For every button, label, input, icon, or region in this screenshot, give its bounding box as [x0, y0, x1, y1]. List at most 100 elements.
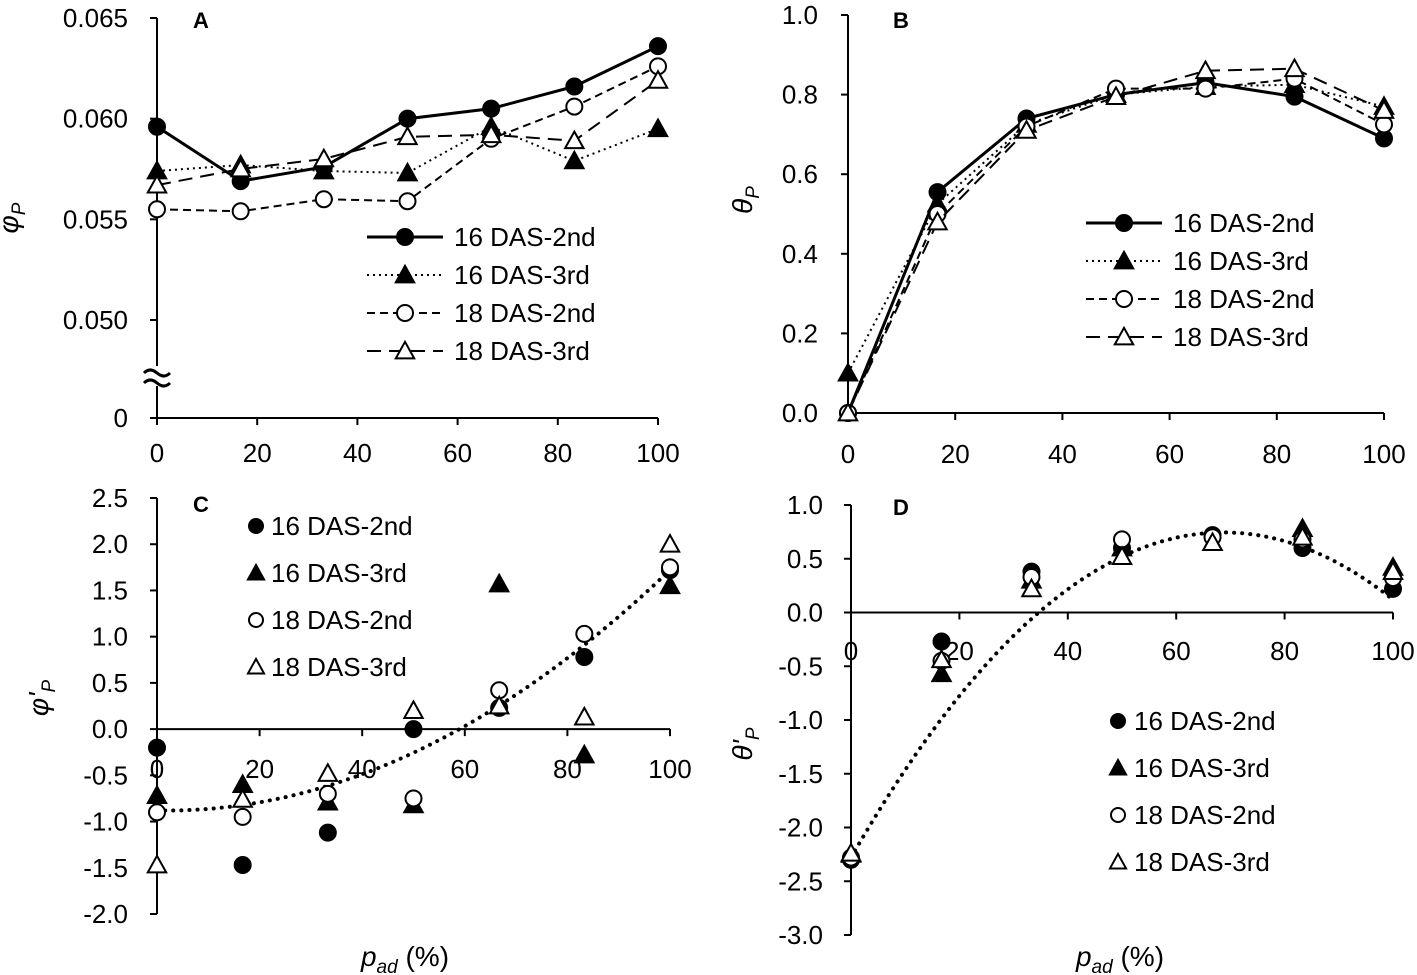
y-axis-label-sub: P: [9, 202, 30, 215]
x-tick-label: 20: [245, 754, 274, 784]
panel-letter: A: [193, 8, 209, 33]
axis-break-stroke: [142, 368, 172, 378]
legend-marker: [1108, 757, 1128, 776]
data-point: [661, 558, 679, 577]
data-point: [1194, 59, 1217, 80]
legend-label: 18 DAS-2nd: [454, 298, 596, 328]
y-tick-label: 0.065: [63, 3, 128, 33]
x-tick-label: 40: [1053, 636, 1082, 666]
y-tick-labels: -2.0 -1.5 -1.0 -0.5 0.0 0.5 1.0 1.5 2.0 2.5: [83, 483, 128, 929]
data-point: [146, 784, 168, 805]
data-point: [312, 159, 335, 180]
data-point: [573, 743, 596, 764]
trendline: [155, 568, 672, 813]
series-18-das-3rd: [146, 532, 681, 874]
data-point: [837, 361, 859, 382]
legend-label: 16 DAS-3rd: [271, 558, 407, 588]
y-tick-label: 1.5: [92, 575, 128, 605]
x-tick-label: 60: [1155, 439, 1184, 469]
data-point: [563, 149, 586, 170]
data-point: [488, 694, 511, 715]
x-tick-label: 100: [636, 438, 679, 468]
panel-a: A 0.050 0.055 0.060 0.065 00 20 40 60 80 100 φP 16 D…: [0, 3, 680, 468]
x-tick-labels: 0 20 40 60 80 100: [844, 636, 1415, 666]
data-point: [573, 705, 596, 726]
y-axis-label: φP: [0, 202, 30, 233]
data-point: [233, 856, 252, 875]
data-point: [575, 624, 594, 643]
series-18-das-3rd: [146, 69, 669, 194]
data-point: [563, 129, 586, 150]
legend-marker: [246, 656, 266, 675]
panel-letter: C: [193, 492, 209, 517]
data-point: [840, 842, 862, 862]
y-tick-label: 0.5: [787, 544, 823, 574]
legend-marker: [1113, 325, 1135, 346]
data-point: [482, 99, 501, 118]
data-point: [575, 648, 594, 667]
data-point: [318, 784, 337, 803]
legend-marker: [394, 339, 416, 360]
data-point: [402, 699, 425, 719]
data-point: [316, 762, 339, 782]
y-tick-label: -2.0: [778, 813, 823, 843]
y-tick-label: -0.5: [778, 651, 823, 681]
data-point: [647, 69, 669, 89]
data-point: [148, 117, 166, 136]
y-tick-label: 0: [114, 403, 128, 433]
panel-letter: B: [893, 8, 909, 33]
series-16-das-2nd: [839, 73, 1393, 422]
data-point: [1283, 57, 1306, 78]
x-tick-labels: 0 20 40 60 80 100: [841, 439, 1406, 469]
y-tick-label: 0.0: [782, 398, 818, 428]
y-tick-label: 0.055: [63, 204, 128, 234]
y-tick-label: -0.5: [83, 760, 128, 790]
x-axis-label-sub: ad: [1092, 957, 1115, 975]
y-tick-label: -2.5: [778, 866, 823, 896]
legend-marker: [246, 562, 266, 581]
data-point: [148, 738, 166, 757]
x-tick-label: 80: [1270, 636, 1299, 666]
data-point: [659, 574, 681, 595]
legend-item: 16 DAS-2nd: [367, 222, 596, 252]
legend-label: 16 DAS-2nd: [1134, 706, 1276, 736]
y-tick-label: 1.0: [782, 0, 818, 30]
data-point: [1020, 577, 1043, 598]
x-tick-label: 40: [1048, 439, 1077, 469]
data-point: [148, 200, 166, 219]
axis-break-stroke: [142, 378, 172, 388]
legend-item: 18 DAS-3rd: [1108, 847, 1270, 877]
y-tick-label: 0.4: [782, 239, 818, 269]
legend-marker: [1110, 807, 1126, 823]
y-tick-label: 0.2: [782, 318, 818, 348]
legend-item: 16 DAS-3rd: [1086, 246, 1309, 276]
y-axis-label-main: θ': [727, 738, 758, 760]
legend-label: 16 DAS-2nd: [271, 511, 413, 541]
data-point: [398, 192, 417, 211]
x-tick-label: 40: [343, 438, 372, 468]
x-tick-label: 0: [150, 438, 164, 468]
x-tick-labels: 0 20 40 60 80 100: [150, 754, 692, 784]
series-line: [847, 67, 1385, 414]
y-axis-label-main: θ: [727, 199, 758, 214]
y-tick-labels: -3.0 -2.5 -2.0 -1.5 -1.0 -0.5 0.0 0.5 1.0: [778, 490, 823, 950]
legend-marker: [396, 304, 414, 322]
legend-marker: [1115, 214, 1133, 232]
legend: 16 DAS-2nd 16 DAS-3rd 18 DAS-2nd 18 DAS-3rd: [367, 222, 596, 366]
data-point: [1113, 530, 1131, 549]
y-axis-label: θP: [727, 186, 764, 214]
legend-marker: [394, 263, 416, 284]
legend: 16 DAS-2nd 16 DAS-3rd 18 DAS-2nd 18 DAS-3rd: [1086, 208, 1315, 352]
data-point: [231, 202, 250, 221]
data-point: [396, 125, 419, 146]
legend-label: 16 DAS-3rd: [1134, 753, 1270, 783]
legend-label: 18 DAS-3rd: [1134, 847, 1270, 877]
y-axis-label-main: φ': [23, 691, 54, 716]
legend-item: 16 DAS-3rd: [246, 558, 407, 588]
panel-letter: D: [893, 495, 909, 520]
y-tick-label: 0.050: [63, 305, 128, 335]
legend-item: 18 DAS-2nd: [367, 298, 596, 328]
legend-marker: [396, 228, 414, 246]
legend-item: 18 DAS-2nd: [248, 605, 413, 635]
x-tick-label: 40: [348, 754, 377, 784]
